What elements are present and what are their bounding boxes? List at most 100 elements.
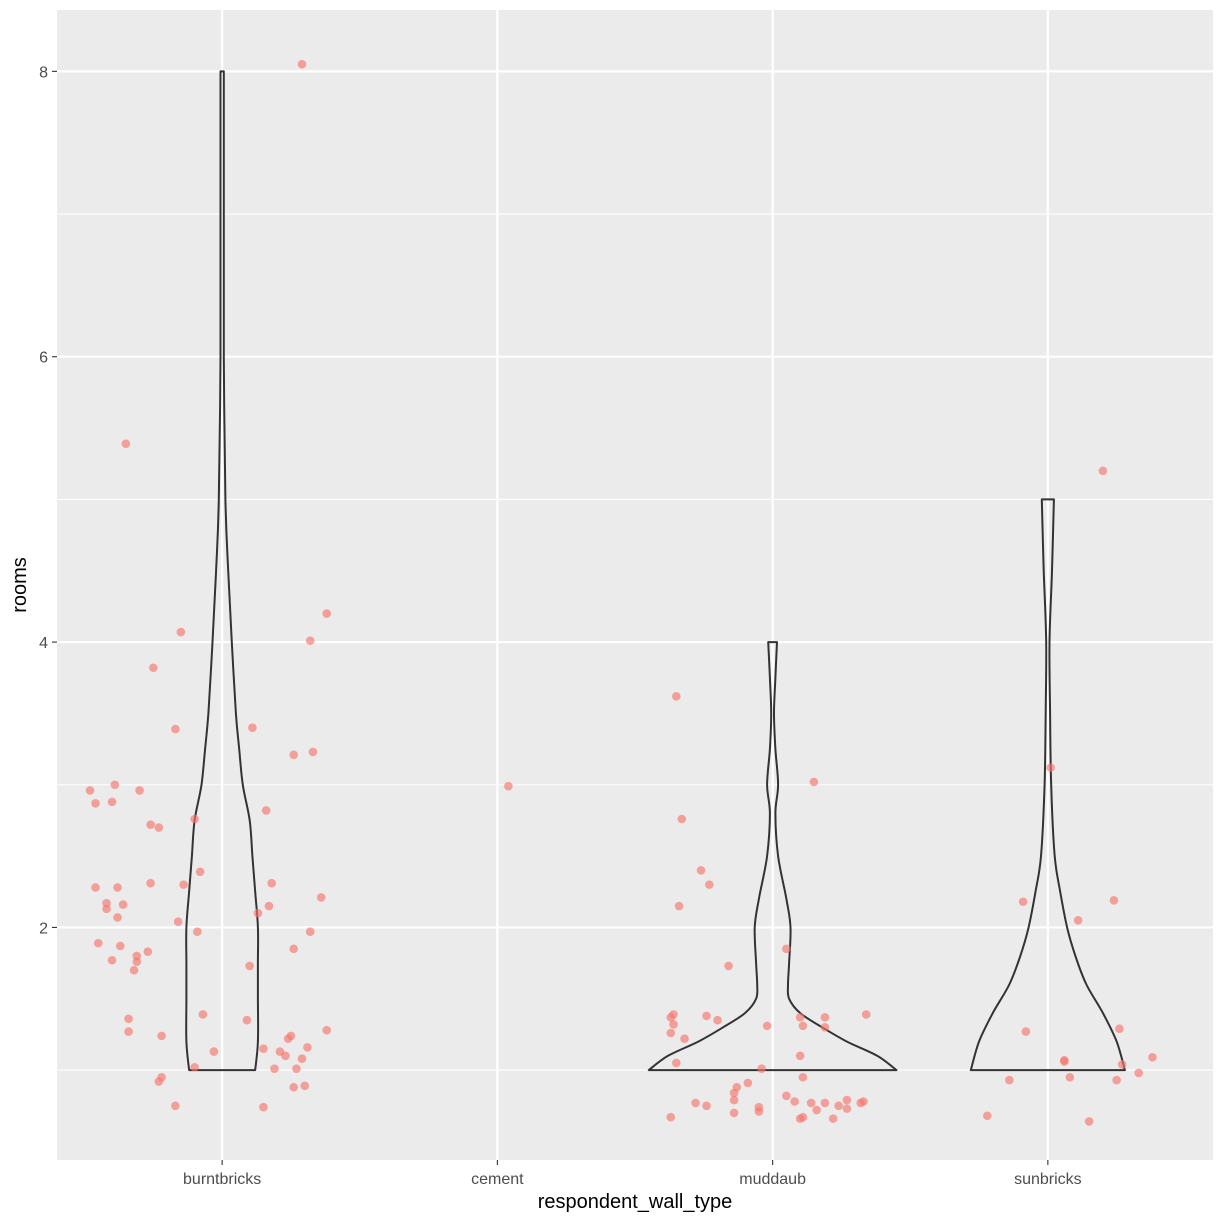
data-point <box>209 1047 219 1056</box>
data-point <box>666 1112 676 1122</box>
x-tick-label: sunbricks <box>1014 1171 1082 1188</box>
data-point <box>259 1044 268 1054</box>
data-point <box>1134 1068 1143 1078</box>
x-tick-label: muddaub <box>739 1171 806 1188</box>
data-point <box>261 806 271 815</box>
data-point <box>671 691 681 701</box>
data-point <box>696 866 706 875</box>
data-point <box>281 1051 290 1061</box>
data-point <box>798 1072 808 1082</box>
data-point <box>116 941 125 951</box>
data-point <box>743 1078 753 1088</box>
y-axis: 2 4 6 8 <box>39 64 57 937</box>
plot-panel <box>57 10 1213 1160</box>
data-point <box>110 780 120 790</box>
data-point <box>729 1108 739 1118</box>
data-point <box>1098 466 1108 476</box>
data-point <box>729 1095 739 1105</box>
violin-sunbricks <box>969 498 1126 1072</box>
data-point <box>267 878 276 888</box>
y-tick-label: 2 <box>39 920 48 937</box>
data-point <box>143 947 153 956</box>
data-point <box>504 781 513 791</box>
data-point <box>1109 896 1119 905</box>
major-gridlines <box>57 10 1213 1160</box>
data-point <box>245 961 254 971</box>
x-tick-label: burntbricks <box>183 1171 261 1188</box>
data-point <box>705 880 714 889</box>
data-point <box>171 724 180 734</box>
data-point <box>146 820 155 830</box>
x-axis-title: respondent_wall_type <box>538 1191 733 1213</box>
data-point <box>121 439 131 449</box>
jitter-point-layer <box>85 59 1157 1126</box>
data-point <box>834 1101 843 1111</box>
data-point <box>107 797 117 807</box>
data-point <box>179 880 188 889</box>
data-point <box>248 723 257 732</box>
data-point <box>754 1102 764 1112</box>
data-point <box>297 59 307 69</box>
data-point <box>674 901 684 911</box>
data-point <box>691 1098 700 1108</box>
data-point <box>820 1098 830 1108</box>
data-point <box>316 893 326 902</box>
data-point <box>308 747 318 757</box>
data-point <box>289 750 299 760</box>
data-point <box>809 777 819 787</box>
data-point <box>91 883 100 892</box>
x-axis: burntbricks cement muddaub sunbricks <box>183 1160 1082 1188</box>
data-point <box>798 1112 808 1122</box>
data-point <box>671 1058 681 1068</box>
data-point <box>790 1097 799 1106</box>
data-point <box>1073 915 1083 925</box>
data-point <box>1117 1060 1127 1069</box>
data-point <box>286 1031 296 1041</box>
data-point <box>762 1021 772 1031</box>
data-point <box>702 1101 711 1111</box>
data-point <box>666 1028 676 1038</box>
y-axis-title: rooms <box>9 557 31 613</box>
data-point <box>859 1097 868 1106</box>
data-point <box>292 1064 301 1073</box>
data-point <box>264 901 274 911</box>
data-point <box>1018 897 1028 907</box>
data-point <box>198 1010 208 1019</box>
data-point <box>305 927 315 937</box>
data-point <box>757 1064 766 1073</box>
data-point <box>1046 763 1055 772</box>
data-point <box>702 1011 711 1021</box>
data-point <box>149 663 158 673</box>
data-point <box>195 867 205 877</box>
data-point <box>132 951 142 961</box>
data-point <box>828 1114 838 1123</box>
data-point <box>93 938 103 948</box>
data-point <box>861 1010 871 1019</box>
data-point <box>129 965 139 975</box>
data-point <box>118 900 128 909</box>
data-point <box>782 1091 791 1101</box>
data-point <box>102 904 111 914</box>
violin-muddaub <box>647 641 898 1072</box>
data-point <box>1021 1027 1031 1036</box>
data-point <box>270 1064 279 1073</box>
data-point <box>154 823 164 832</box>
data-point <box>173 917 183 927</box>
data-point <box>1115 1024 1124 1034</box>
data-point <box>677 814 687 824</box>
data-point <box>113 913 122 922</box>
data-point <box>795 1013 805 1022</box>
data-point <box>85 786 95 795</box>
data-point <box>297 1054 307 1063</box>
data-point <box>322 609 332 618</box>
x-tick-label: cement <box>471 1171 524 1188</box>
data-point <box>289 944 299 954</box>
data-point <box>322 1025 332 1035</box>
data-point <box>124 1014 133 1024</box>
data-point <box>806 1098 816 1108</box>
data-point <box>732 1082 742 1092</box>
data-point <box>157 1031 166 1041</box>
data-point <box>135 786 144 795</box>
data-point <box>289 1082 299 1092</box>
data-point <box>842 1095 852 1105</box>
